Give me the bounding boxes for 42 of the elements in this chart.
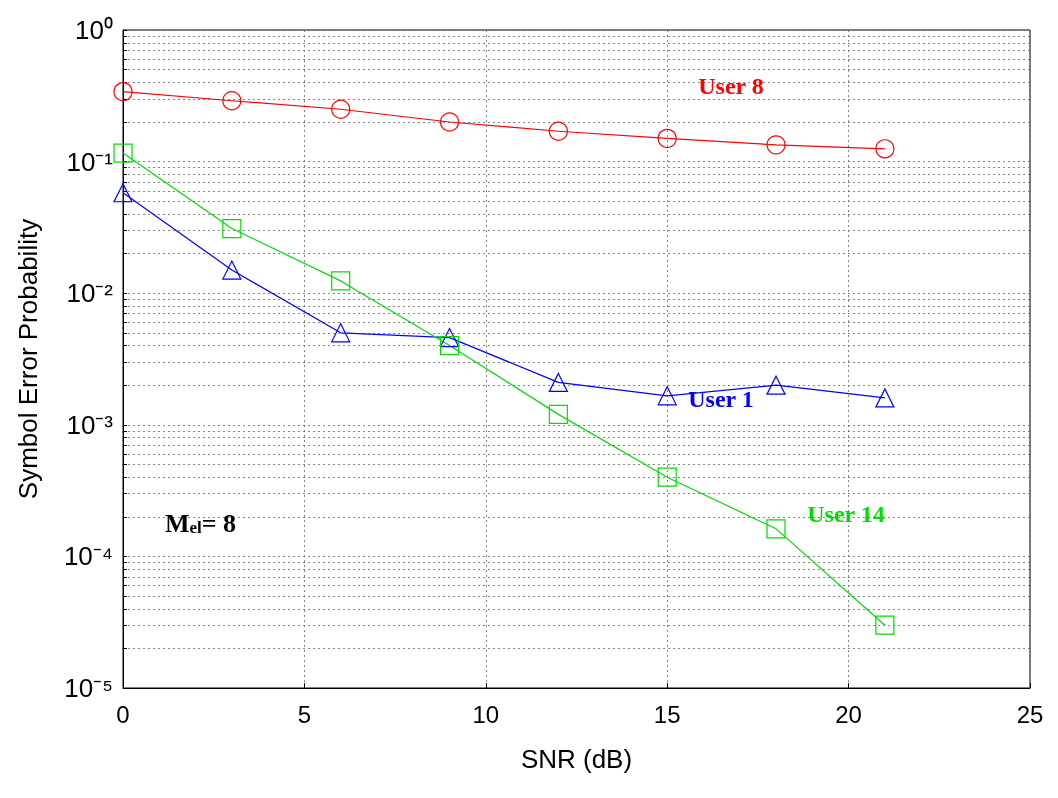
y-tick-label: 10⁻⁵ [64,673,113,703]
point [113,143,133,163]
x-tick-label: 20 [835,700,862,728]
point [222,260,242,280]
y-tick-label: 10⁻⁴ [63,541,113,572]
point [548,121,568,141]
point [657,467,677,487]
point [113,183,133,203]
point [222,218,242,239]
x-axis-title: SNR (dB) [520,744,633,774]
point [331,323,351,343]
x-tick-label: 10 [472,700,500,728]
point [439,112,460,132]
point [548,404,568,424]
point [439,335,460,356]
point [875,615,895,635]
point [766,135,786,155]
point [113,82,133,102]
annotation: Mel= 8 [165,508,237,538]
y-tick-label: 10⁰ [75,15,113,45]
series-label: User 14 [807,501,885,528]
point [222,91,242,111]
point [439,327,460,348]
series-label: User 8 [698,73,764,100]
series-label: User 1 [688,385,754,412]
point [657,128,677,149]
point [875,139,895,159]
x-tick-label: 0 [116,700,130,728]
x-tick-label: 5 [297,700,312,728]
point [766,375,786,395]
x-tick-label: 25 [1016,700,1044,728]
y-tick-label: 10⁻¹ [66,146,114,177]
x-tick-label: 15 [653,700,681,728]
point [875,388,895,408]
point [331,271,351,291]
y-axis-title: Symbol Error Probability [13,218,43,500]
point [331,99,351,119]
point [548,372,568,392]
y-tick-label: 10⁻³ [66,409,114,440]
point [766,519,786,539]
y-tick-label: 10⁻² [66,278,114,309]
point [657,386,677,406]
